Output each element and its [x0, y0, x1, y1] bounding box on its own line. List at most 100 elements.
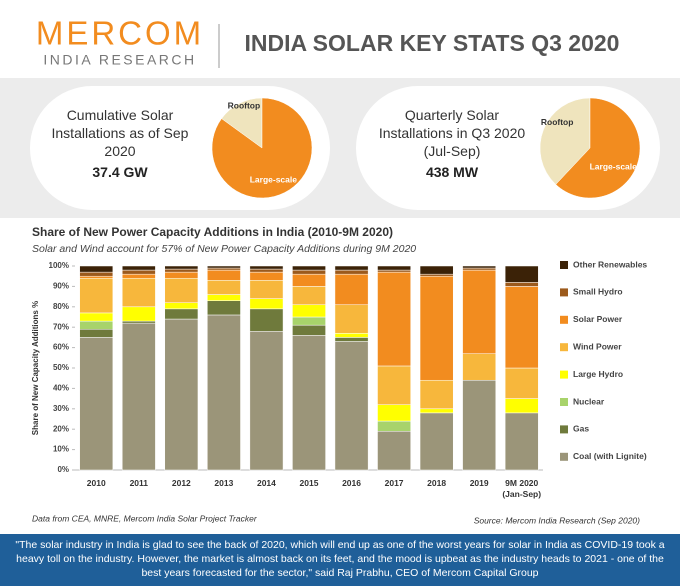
pie-slice [539, 97, 591, 185]
bar-segment [249, 271, 284, 281]
legend-swatch [560, 315, 568, 324]
legend-label: Solar Power [573, 314, 623, 324]
slice-label: Large-scale [590, 161, 638, 171]
bar-segment [292, 265, 326, 271]
bar-segment [462, 379, 497, 471]
bar-segment [377, 271, 411, 367]
bar-segment [249, 268, 284, 273]
y-tick-label: 40% [53, 384, 69, 393]
bar-segment [164, 277, 199, 303]
card-title: Cumulative Solar Installations as of Sep… [51, 107, 189, 159]
bar-segment [292, 335, 326, 471]
bar-segment [334, 341, 369, 471]
slice-label: Rooftop [228, 101, 261, 111]
y-tick-label: 10% [53, 445, 69, 454]
legend-label: Nuclear [573, 396, 605, 406]
chart-title: Share of New Power Capacity Additions in… [32, 225, 393, 239]
bar-segment [292, 269, 326, 275]
bar-segment [504, 367, 539, 399]
bar-segment [121, 265, 156, 271]
bar-segment [207, 300, 241, 316]
bar-segment [377, 404, 411, 422]
bar-segment [79, 328, 114, 338]
quote: "The solar industry in India is glad to … [15, 539, 665, 579]
bar-segment [207, 294, 241, 301]
chart-subtitle: Solar and Wind account for 57% of New Po… [32, 243, 416, 255]
bar-segment [121, 273, 156, 279]
legend-label: Coal (with Lignite) [573, 451, 647, 461]
source: Source: Mercom India Research (Sep 2020) [474, 515, 640, 525]
x-tick-label: 2014 [256, 478, 276, 488]
y-tick-label: 70% [53, 322, 69, 331]
bar-segment [121, 320, 156, 324]
bar-segment [504, 398, 539, 414]
card-value: 438 MW [425, 164, 479, 180]
legend-swatch [560, 343, 568, 352]
bar-segment [207, 269, 241, 281]
legend-label: Large Hydro [573, 369, 623, 379]
bar-segment [292, 286, 326, 306]
bar-segment [462, 267, 497, 271]
y-tick-label: 100% [49, 261, 69, 270]
legend-swatch [560, 398, 568, 406]
bar-segment [334, 265, 369, 271]
bar-segment [462, 353, 497, 381]
bar-segment [207, 280, 241, 295]
bar-segment [79, 265, 114, 273]
legend-swatch [560, 452, 568, 461]
x-tick-label: 2017 [384, 478, 404, 488]
bar-segment [249, 280, 284, 299]
bar-segment [121, 322, 156, 471]
y-axis-label: Share of New Capacity Additions % [31, 301, 40, 435]
bar-segment [207, 267, 241, 271]
bar-segment [79, 271, 114, 277]
pie-slice [555, 97, 641, 199]
bar-segment [79, 275, 114, 279]
bar-segment [334, 273, 369, 306]
bar-segment [334, 304, 369, 334]
y-tick-label: 90% [53, 282, 69, 291]
bar-segment [121, 277, 156, 308]
card-value: 37.4 GW [92, 164, 148, 180]
y-tick-label: 60% [53, 343, 69, 352]
bar-segment [207, 265, 241, 269]
bar-segment [79, 337, 114, 471]
legend-label: Wind Power [573, 341, 622, 351]
y-tick-label: 20% [53, 424, 69, 433]
pie-slice [211, 97, 313, 199]
bar-segment [419, 265, 454, 275]
bar-segment [292, 316, 326, 326]
bar-segment [164, 308, 199, 320]
bar-segment [419, 379, 454, 410]
bar-segment [249, 265, 284, 270]
x-tick-label: 2016 [342, 478, 361, 488]
bar-segment [164, 302, 199, 310]
x-tick-label: 9M 2020 (Jan-Sep) [502, 478, 542, 499]
y-tick-label: 30% [53, 404, 69, 413]
slice-label: Large-scale [250, 175, 298, 185]
bar-segment [377, 365, 411, 405]
bar-segment [164, 318, 199, 471]
legend-swatch [560, 425, 568, 434]
bar-segment [334, 269, 369, 275]
x-tick-label: 2018 [427, 478, 447, 488]
bar-segment [249, 331, 284, 471]
bar-segment [419, 275, 454, 381]
footnote: Data from CEA, MNRE, Mercom India Solar … [32, 513, 258, 523]
x-tick-label: 2012 [171, 478, 191, 488]
x-tick-label: 2013 [214, 478, 234, 488]
bar-segment [164, 265, 199, 270]
bar-segment [377, 265, 411, 271]
legend-label: Small Hydro [573, 287, 623, 297]
y-tick-label: 0% [57, 465, 69, 474]
bar-segment [121, 269, 156, 275]
bar-segment [207, 314, 241, 471]
bar-segment [79, 312, 114, 322]
legend-swatch [560, 288, 568, 297]
bar-segment [504, 286, 539, 369]
y-tick-label: 50% [53, 363, 69, 372]
bar-segment [504, 265, 539, 283]
bar-segment [164, 271, 199, 279]
